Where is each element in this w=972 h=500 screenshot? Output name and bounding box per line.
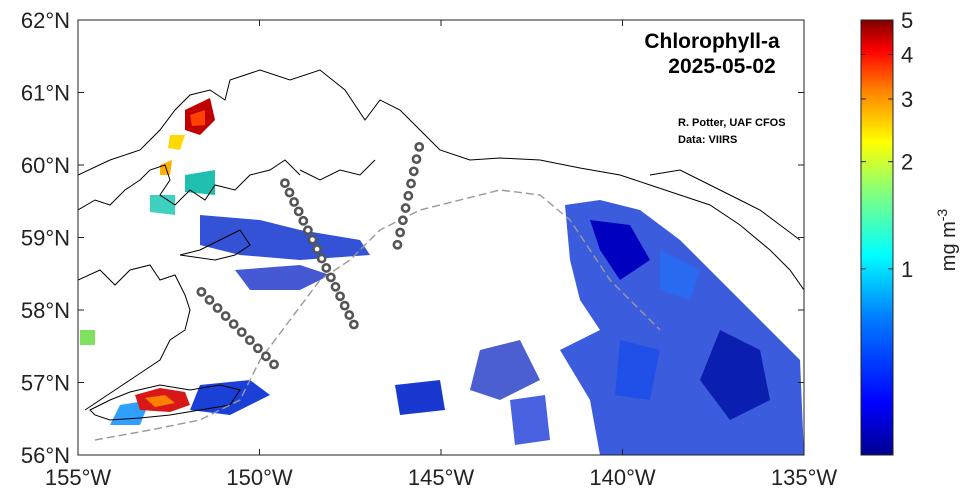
- station-dot-line-b: [339, 300, 350, 311]
- station-dot-line-a: [212, 303, 223, 313]
- map-title-line2: 2025-05-02: [668, 55, 775, 78]
- station-dot-line-b: [325, 272, 336, 283]
- credit-line2: Data: VIIRS: [678, 134, 737, 146]
- x-tick-label: 140°W: [589, 465, 656, 490]
- station-dot-line-a: [244, 335, 255, 346]
- station-dot-line-a: [204, 295, 215, 305]
- y-tick-label: 60°N: [21, 153, 70, 178]
- station-dot-line-c: [392, 239, 403, 250]
- colorbar: [860, 19, 894, 456]
- station-dot-line-b: [335, 291, 345, 302]
- station-dot-line-c: [403, 190, 414, 201]
- station-dot-line-b: [280, 178, 290, 189]
- station-dot-line-a: [252, 343, 263, 354]
- station-dot-line-a: [196, 286, 207, 297]
- station-dot-line-b: [312, 244, 322, 254]
- station-dot-line-c: [408, 166, 419, 177]
- station-dot-line-a: [228, 319, 239, 329]
- svg-text:mg m-3: mg m-3: [934, 209, 960, 272]
- station-dot-line-b: [330, 281, 341, 292]
- x-axis: 155°W 150°W 145°W 140°W 135°W: [45, 20, 838, 490]
- station-dot-line-a: [220, 311, 231, 321]
- station-dot-line-b: [344, 310, 355, 320]
- station-dot-line-c: [395, 227, 406, 238]
- y-tick-label: 59°N: [21, 226, 70, 251]
- x-tick-label: 135°W: [771, 465, 838, 490]
- station-dot-line-b: [289, 197, 300, 207]
- station-dot-line-c: [414, 141, 425, 152]
- colorbar-tick-label: 5: [901, 8, 913, 33]
- station-dot-line-b: [302, 225, 313, 236]
- station-dot-line-b: [316, 253, 327, 264]
- colorbar-ticks: 1 2 3 4 5: [861, 8, 913, 282]
- colorbar-tick-label: 2: [901, 150, 913, 175]
- station-dot-line-b: [298, 215, 309, 226]
- x-tick-label: 145°W: [408, 465, 475, 490]
- station-dot-line-b: [348, 319, 359, 330]
- y-tick-label: 62°N: [21, 8, 70, 33]
- credit-line1: R. Potter, UAF CFOS: [678, 117, 786, 129]
- y-tick-label: 61°N: [21, 81, 70, 106]
- station-dot-line-a: [261, 351, 271, 362]
- station-dot-line-b: [307, 234, 318, 245]
- y-tick-label: 58°N: [21, 298, 70, 323]
- x-tick-label: 155°W: [45, 465, 112, 490]
- high-chlorophyll-patches: [135, 98, 215, 412]
- y-tick-label: 57°N: [21, 371, 70, 396]
- x-tick-label: 150°W: [226, 465, 293, 490]
- y-tick-label: 56°N: [21, 443, 70, 468]
- map-title-line1: Chlorophyll-a: [644, 30, 780, 53]
- coastlines: [78, 69, 804, 421]
- colorbar-tick-label: 3: [901, 87, 913, 112]
- station-dot-line-b: [284, 187, 295, 198]
- station-dot-line-a: [269, 359, 279, 370]
- y-axis: 56°N 57°N 58°N 59°N 60°N 61°N 62°N: [21, 8, 804, 468]
- station-dot-line-a: [236, 327, 247, 338]
- station-dot-line-c: [406, 178, 416, 189]
- station-tracks: [196, 141, 425, 370]
- station-dot-line-c: [411, 154, 422, 165]
- station-dot-line-b: [321, 263, 332, 273]
- station-dot-line-c: [397, 215, 408, 226]
- chlorophyll-patches: [80, 170, 804, 455]
- station-dot-line-c: [400, 203, 411, 213]
- colorbar-label: mg m-3: [934, 209, 960, 272]
- colorbar-tick-label: 4: [901, 43, 913, 68]
- colorbar-tick-label: 1: [901, 257, 913, 282]
- station-dot-line-b: [293, 206, 304, 217]
